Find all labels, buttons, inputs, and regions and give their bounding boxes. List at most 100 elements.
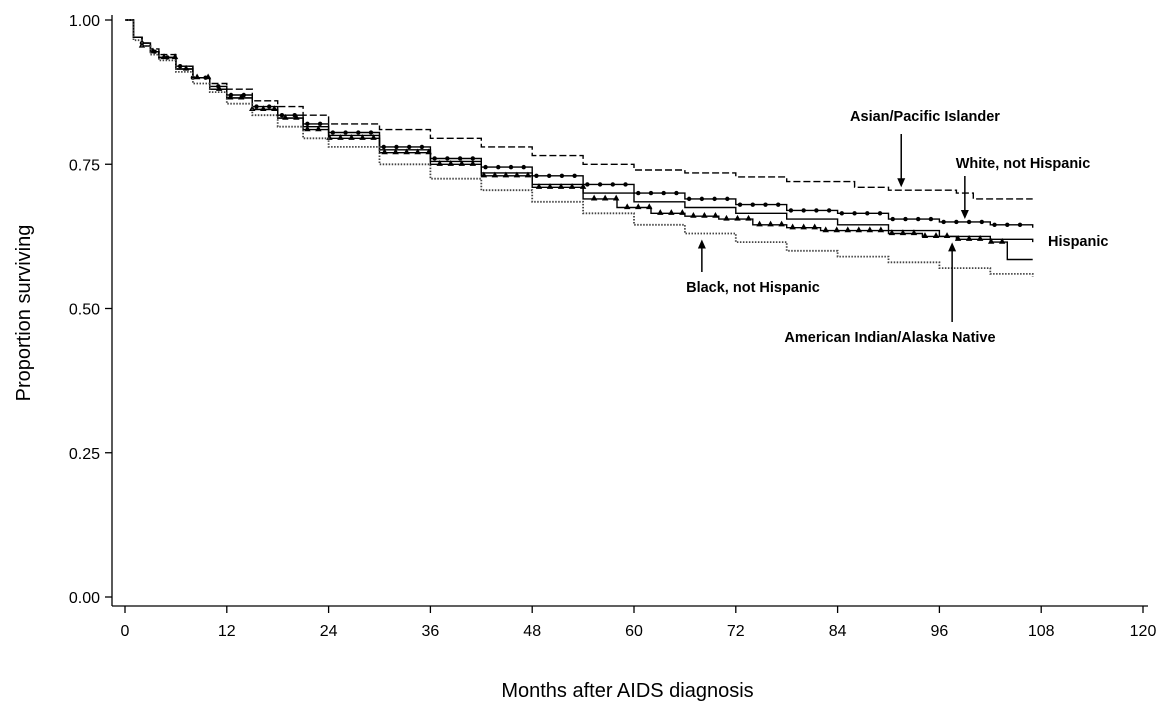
series-marker bbox=[403, 148, 410, 155]
series-marker bbox=[348, 134, 355, 140]
series-marker bbox=[635, 203, 642, 210]
x-tick-label: 72 bbox=[727, 623, 745, 640]
series-marker bbox=[910, 229, 918, 236]
series-marker bbox=[915, 216, 921, 222]
series-line bbox=[125, 19, 1033, 261]
series-marker bbox=[888, 229, 896, 236]
series-marker bbox=[648, 190, 654, 196]
series-marker bbox=[822, 226, 829, 233]
series-marker bbox=[524, 171, 532, 178]
series-marker bbox=[624, 203, 631, 210]
series-marker bbox=[877, 211, 883, 216]
series-marker bbox=[149, 47, 157, 54]
series-marker bbox=[590, 194, 598, 201]
annotation-label: Hispanic bbox=[1048, 234, 1108, 250]
x-tick-label: 108 bbox=[1028, 623, 1055, 640]
series-marker bbox=[979, 219, 985, 225]
series-marker bbox=[661, 190, 666, 196]
series-marker bbox=[480, 171, 488, 178]
series-marker bbox=[394, 144, 399, 150]
series-marker bbox=[457, 156, 463, 161]
series-marker bbox=[776, 202, 781, 207]
annotation-hispanic: Hispanic bbox=[1048, 234, 1108, 250]
series-marker bbox=[249, 105, 256, 112]
series-marker bbox=[734, 214, 741, 221]
series-marker bbox=[381, 144, 386, 150]
series-marker bbox=[954, 219, 959, 225]
series-marker bbox=[1017, 222, 1023, 228]
annotation-label: Black, not Hispanic bbox=[686, 280, 820, 296]
series-marker bbox=[763, 202, 768, 207]
series-marker bbox=[546, 173, 552, 178]
series-marker bbox=[469, 160, 477, 166]
series-line bbox=[125, 19, 1033, 200]
series-marker bbox=[559, 173, 565, 178]
x-tick-label: 0 bbox=[121, 623, 130, 640]
series-marker bbox=[801, 208, 806, 213]
series-marker bbox=[646, 203, 653, 210]
y-tick-label: 0.50 bbox=[69, 302, 100, 319]
series-marker bbox=[568, 183, 576, 189]
series-marker bbox=[215, 85, 223, 91]
series-asian-pacific-islander bbox=[125, 19, 1033, 200]
series-black-not-hispanic bbox=[125, 19, 1034, 277]
series-marker bbox=[406, 144, 412, 150]
series-marker bbox=[811, 223, 818, 230]
series-hispanic bbox=[125, 19, 1034, 243]
series-marker bbox=[293, 113, 300, 120]
series-marker bbox=[483, 164, 488, 170]
series-marker bbox=[750, 202, 755, 207]
series-marker bbox=[572, 173, 577, 178]
series-group bbox=[125, 19, 1034, 277]
series-marker bbox=[788, 208, 794, 213]
series-marker bbox=[679, 209, 686, 215]
series-marker bbox=[877, 226, 885, 233]
series-marker bbox=[193, 73, 201, 80]
series-marker bbox=[932, 232, 940, 238]
series-marker bbox=[447, 160, 454, 166]
series-marker bbox=[756, 220, 763, 227]
y-ticks: 0.00 0.25 0.50 0.75 1.00 bbox=[69, 13, 112, 607]
series-marker bbox=[833, 226, 840, 233]
series-marker bbox=[725, 196, 730, 202]
series-marker bbox=[1005, 222, 1010, 228]
annotation-asian-pacific-islander: Asian/Pacific Islander bbox=[850, 109, 1000, 188]
series-marker bbox=[899, 229, 907, 236]
series-marker bbox=[436, 160, 443, 166]
annotation-label: American Indian/Alaska Native bbox=[784, 330, 995, 346]
annotation-label: Asian/Pacific Islander bbox=[850, 109, 1000, 125]
series-marker bbox=[160, 53, 168, 60]
series-marker bbox=[279, 113, 285, 118]
series-line bbox=[125, 19, 1034, 243]
annotation-label: White, not Hispanic bbox=[956, 156, 1091, 172]
annotation-american-indian-alaska-native: American Indian/Alaska Native bbox=[784, 242, 996, 346]
annotation-arrow-head bbox=[948, 242, 957, 252]
series-marker bbox=[260, 105, 267, 112]
series-marker bbox=[610, 182, 615, 187]
series-line bbox=[125, 19, 1034, 277]
series-marker bbox=[690, 211, 697, 218]
series-marker bbox=[699, 196, 705, 202]
annotation-arrow-head bbox=[897, 178, 906, 188]
series-marker bbox=[381, 148, 388, 155]
series-marker bbox=[267, 104, 272, 109]
series-marker bbox=[315, 125, 322, 132]
x-ticks: 0 12 24 36 48 60 72 84 96 108 120 bbox=[121, 606, 1156, 640]
series-marker bbox=[890, 216, 895, 222]
series-marker bbox=[182, 64, 190, 71]
series-marker bbox=[370, 134, 377, 140]
series-marker bbox=[359, 134, 366, 140]
series-marker bbox=[839, 211, 845, 216]
series-marker bbox=[712, 196, 717, 202]
annotation-arrow-head bbox=[697, 239, 706, 249]
x-tick-label: 36 bbox=[422, 623, 440, 640]
series-marker bbox=[826, 208, 832, 213]
series-marker bbox=[921, 232, 929, 238]
series-marker bbox=[686, 196, 692, 202]
series-marker bbox=[814, 208, 819, 213]
series-marker bbox=[712, 211, 719, 218]
annotations: Asian/Pacific Islander White, not Hispani… bbox=[686, 109, 1108, 346]
series-marker bbox=[998, 237, 1006, 244]
series-marker bbox=[226, 93, 234, 100]
y-tick-label: 0.00 bbox=[69, 590, 100, 607]
